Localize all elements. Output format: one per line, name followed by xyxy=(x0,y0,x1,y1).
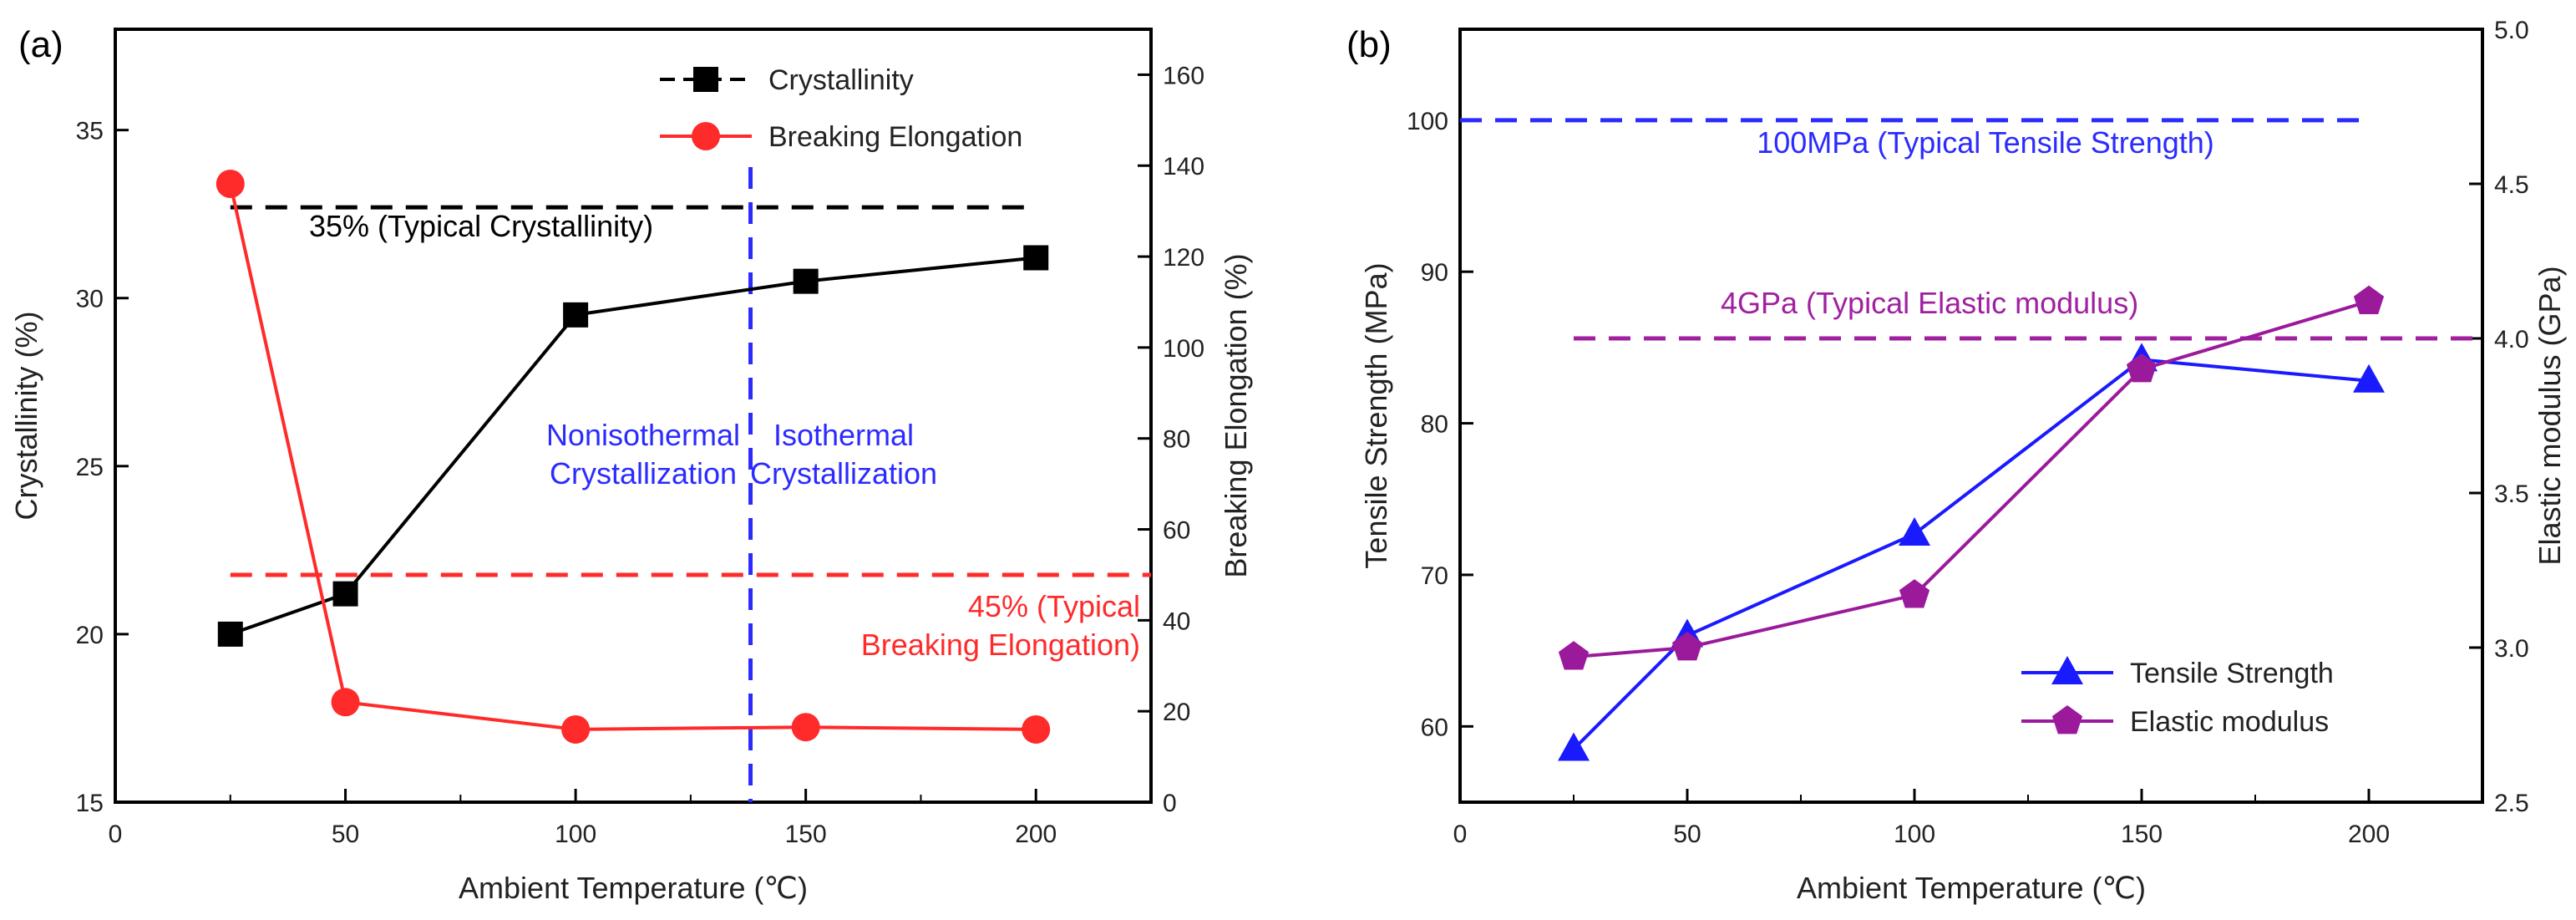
region-label-line: Isothermal xyxy=(773,418,914,452)
region-label: Isothermal Crystallization xyxy=(750,418,937,490)
data-point xyxy=(791,713,820,742)
x-tick-label: 200 xyxy=(1015,821,1057,848)
x-tick-label: 200 xyxy=(2348,821,2390,848)
y-tick-label: 70 xyxy=(1421,562,1448,590)
x-tick-label: 50 xyxy=(1673,821,1701,848)
reference-line-label-line: 45% (Typical xyxy=(968,589,1140,623)
y2-tick-label: 40 xyxy=(1163,607,1190,635)
y-tick-label: 60 xyxy=(1421,714,1448,741)
panel-label: (b) xyxy=(1346,24,1392,65)
data-point xyxy=(2353,285,2385,314)
data-point xyxy=(2126,353,2158,383)
x-tick-label: 100 xyxy=(1894,821,1935,848)
series-line xyxy=(1573,299,2370,659)
plot-frame xyxy=(114,28,1153,804)
y-tick-label: 15 xyxy=(76,790,104,817)
y2-tick-label: 2.5 xyxy=(2494,790,2529,817)
legend-label: Crystallinity xyxy=(768,64,914,96)
y2-tick-label: 3.5 xyxy=(2494,480,2529,508)
x-tick-label: 0 xyxy=(1453,821,1468,848)
y2-tick-label: 5.0 xyxy=(2494,17,2529,44)
data-point xyxy=(561,714,591,744)
y-tick-label: 20 xyxy=(76,622,104,649)
reference-line-label-line: Breaking Elongation) xyxy=(861,628,1140,662)
y2-tick-label: 0 xyxy=(1163,790,1177,817)
reference-line-label: 35% (Typical Crystallinity) xyxy=(309,209,653,243)
x-tick-label: 50 xyxy=(332,821,359,848)
reference-line-label: 45% (Typical Breaking Elongation) xyxy=(861,589,1140,662)
legend-marker xyxy=(2051,705,2083,734)
x-tick-label: 150 xyxy=(2121,821,2163,848)
legend-label: Elastic modulus xyxy=(2130,706,2329,738)
data-point xyxy=(331,688,360,717)
reference-line-label: 4GPa (Typical Elastic modulus) xyxy=(1721,286,2138,320)
y2-tick-label: 4.5 xyxy=(2494,171,2529,199)
y2-tick-label: 3.0 xyxy=(2494,635,2529,663)
region-label-line: Nonisothermal xyxy=(546,418,740,452)
y-tick-label: 30 xyxy=(76,286,104,313)
data-point xyxy=(1022,714,1051,744)
data-point xyxy=(1558,641,1590,670)
y2-tick-label: 140 xyxy=(1163,153,1204,180)
reference-line-label: 100MPa (Typical Tensile Strength) xyxy=(1757,125,2214,160)
y2-tick-label: 80 xyxy=(1163,426,1190,454)
data-point xyxy=(1671,632,1703,661)
x-axis-label: Ambient Temperature (℃) xyxy=(1797,871,2146,905)
x-tick-label: 100 xyxy=(555,821,596,848)
data-point xyxy=(216,170,245,198)
x-tick-label: 150 xyxy=(785,821,827,848)
data-point xyxy=(1023,245,1049,271)
data-point xyxy=(2353,363,2385,393)
series-line xyxy=(1572,358,2370,750)
y-axis-label: Tensile Strength (MPa) xyxy=(1359,262,1393,568)
y-tick-label: 35 xyxy=(76,118,104,145)
y-axis-label: Crystallinity (%) xyxy=(9,311,43,520)
legend-marker xyxy=(693,67,718,92)
region-label-line: Crystallization xyxy=(750,456,937,490)
y2-tick-label: 120 xyxy=(1163,244,1204,272)
data-point xyxy=(217,621,243,647)
panel-label: (a) xyxy=(18,24,63,65)
y2-tick-label: 4.0 xyxy=(2494,326,2529,353)
chart-panel-b: (b) 0 50 100 150 200 Ambient Temperature (℃) 60… xyxy=(1346,17,2567,905)
y2-axis-label: Elastic modulus (GPa) xyxy=(2533,266,2567,565)
region-label-line: Crystallization xyxy=(550,456,737,490)
legend-marker xyxy=(692,122,720,150)
x-axis-label: Ambient Temperature (℃) xyxy=(459,871,808,905)
data-point xyxy=(793,268,819,294)
data-point xyxy=(332,581,358,607)
data-point xyxy=(563,302,589,328)
data-point xyxy=(1558,732,1590,761)
y2-axis-label: Breaking Elongation (%) xyxy=(1219,253,1253,577)
y-tick-label: 100 xyxy=(1407,108,1448,135)
plot-frame xyxy=(1458,28,2484,804)
y-tick-label: 25 xyxy=(76,454,104,481)
data-point xyxy=(1899,516,1930,546)
y2-tick-label: 20 xyxy=(1163,699,1190,726)
y-tick-label: 80 xyxy=(1421,411,1448,439)
y2-tick-label: 60 xyxy=(1163,517,1190,545)
y-tick-label: 90 xyxy=(1421,259,1448,287)
data-point xyxy=(1899,579,1930,608)
legend-label: Tensile Strength xyxy=(2130,658,2334,689)
legend-label: Breaking Elongation xyxy=(768,121,1022,153)
legend-marker xyxy=(2051,656,2083,684)
y2-tick-label: 160 xyxy=(1163,62,1204,89)
region-label: Nonisothermal Crystallization xyxy=(546,418,740,490)
y2-tick-label: 100 xyxy=(1163,335,1204,363)
x-tick-label: 0 xyxy=(109,821,123,848)
